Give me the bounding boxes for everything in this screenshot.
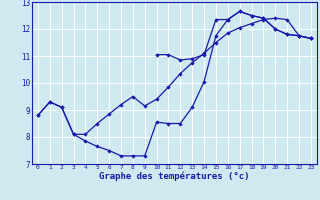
X-axis label: Graphe des températures (°c): Graphe des températures (°c) bbox=[99, 172, 250, 181]
